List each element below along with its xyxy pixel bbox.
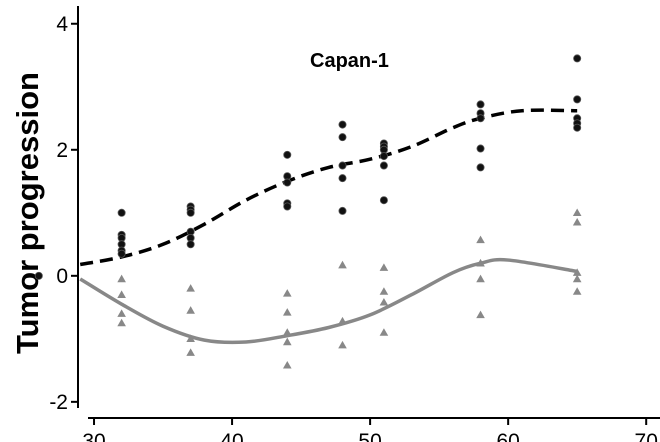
y-tick-label: -2 xyxy=(49,391,68,414)
data-point-circle xyxy=(573,95,582,104)
data-point-circle xyxy=(379,161,388,170)
data-point-circle xyxy=(117,249,126,258)
data-point-triangle xyxy=(117,318,126,327)
data-point-triangle xyxy=(379,297,389,306)
data-point-circle xyxy=(186,208,195,217)
data-point-triangle xyxy=(476,235,485,244)
data-point-circle xyxy=(476,114,485,123)
x-tick-label: 60 xyxy=(496,430,519,442)
axes: -2 0 2 4 30 40 50 60 70 xyxy=(49,6,660,442)
data-point-circle xyxy=(476,144,485,153)
x-tick-label: 30 xyxy=(82,430,105,442)
data-point-triangle xyxy=(186,284,195,292)
data-point-circle xyxy=(34,271,43,280)
fit-curve-circles xyxy=(79,108,578,267)
data-point-circle xyxy=(338,174,347,183)
data-point-circle xyxy=(338,133,347,142)
data-point-triangle xyxy=(476,274,485,283)
data-point-triangle xyxy=(186,306,195,314)
data-point-triangle xyxy=(572,274,582,283)
data-point-triangle xyxy=(186,348,195,356)
y-axis-title: Tumor progression xyxy=(10,72,45,354)
data-point-triangle xyxy=(282,328,292,336)
chart-title: Capan-1 xyxy=(310,50,389,72)
data-point-circle xyxy=(338,120,347,129)
data-points xyxy=(34,54,582,369)
data-point-triangle xyxy=(282,361,292,369)
y-tick-label: 0 xyxy=(56,265,68,288)
y-tick-label: 2 xyxy=(56,139,68,162)
data-point-triangle xyxy=(572,268,582,276)
data-point-circle xyxy=(379,152,388,161)
data-point-circle xyxy=(338,161,347,170)
data-point-triangle xyxy=(572,208,582,217)
data-point-triangle xyxy=(186,334,195,343)
x-tick-label: 70 xyxy=(635,430,658,442)
data-point-circle xyxy=(338,206,347,215)
data-point-circle xyxy=(573,123,582,132)
y-tick-label: 4 xyxy=(56,13,68,36)
data-point-circle xyxy=(379,196,388,205)
data-point-triangle xyxy=(379,328,389,336)
data-point-triangle xyxy=(282,308,292,316)
data-point-triangle xyxy=(117,274,126,283)
data-point-triangle xyxy=(338,316,347,325)
data-point-triangle xyxy=(117,290,126,298)
data-point-triangle xyxy=(338,260,347,269)
data-point-circle xyxy=(476,163,485,172)
fit-curves xyxy=(79,108,578,345)
data-point-triangle xyxy=(379,287,389,295)
data-point-triangle xyxy=(572,287,582,295)
data-point-triangle xyxy=(572,217,582,226)
data-point-triangle xyxy=(282,289,292,297)
data-point-circle xyxy=(117,208,126,217)
data-point-triangle xyxy=(282,337,292,346)
data-point-triangle xyxy=(476,258,485,267)
data-point-triangle xyxy=(379,263,389,271)
data-point-circle xyxy=(283,202,292,211)
x-tick-label: 50 xyxy=(358,430,381,442)
data-point-circle xyxy=(476,100,485,109)
data-point-circle xyxy=(283,178,292,187)
data-point-circle xyxy=(186,240,195,249)
x-tick-label: 40 xyxy=(220,430,243,442)
data-point-circle xyxy=(573,54,582,63)
data-point-triangle xyxy=(476,310,485,319)
fit-curve-triangles xyxy=(79,257,578,345)
data-point-circle xyxy=(283,150,292,159)
data-point-triangle xyxy=(117,309,126,317)
data-point-triangle xyxy=(338,340,347,349)
